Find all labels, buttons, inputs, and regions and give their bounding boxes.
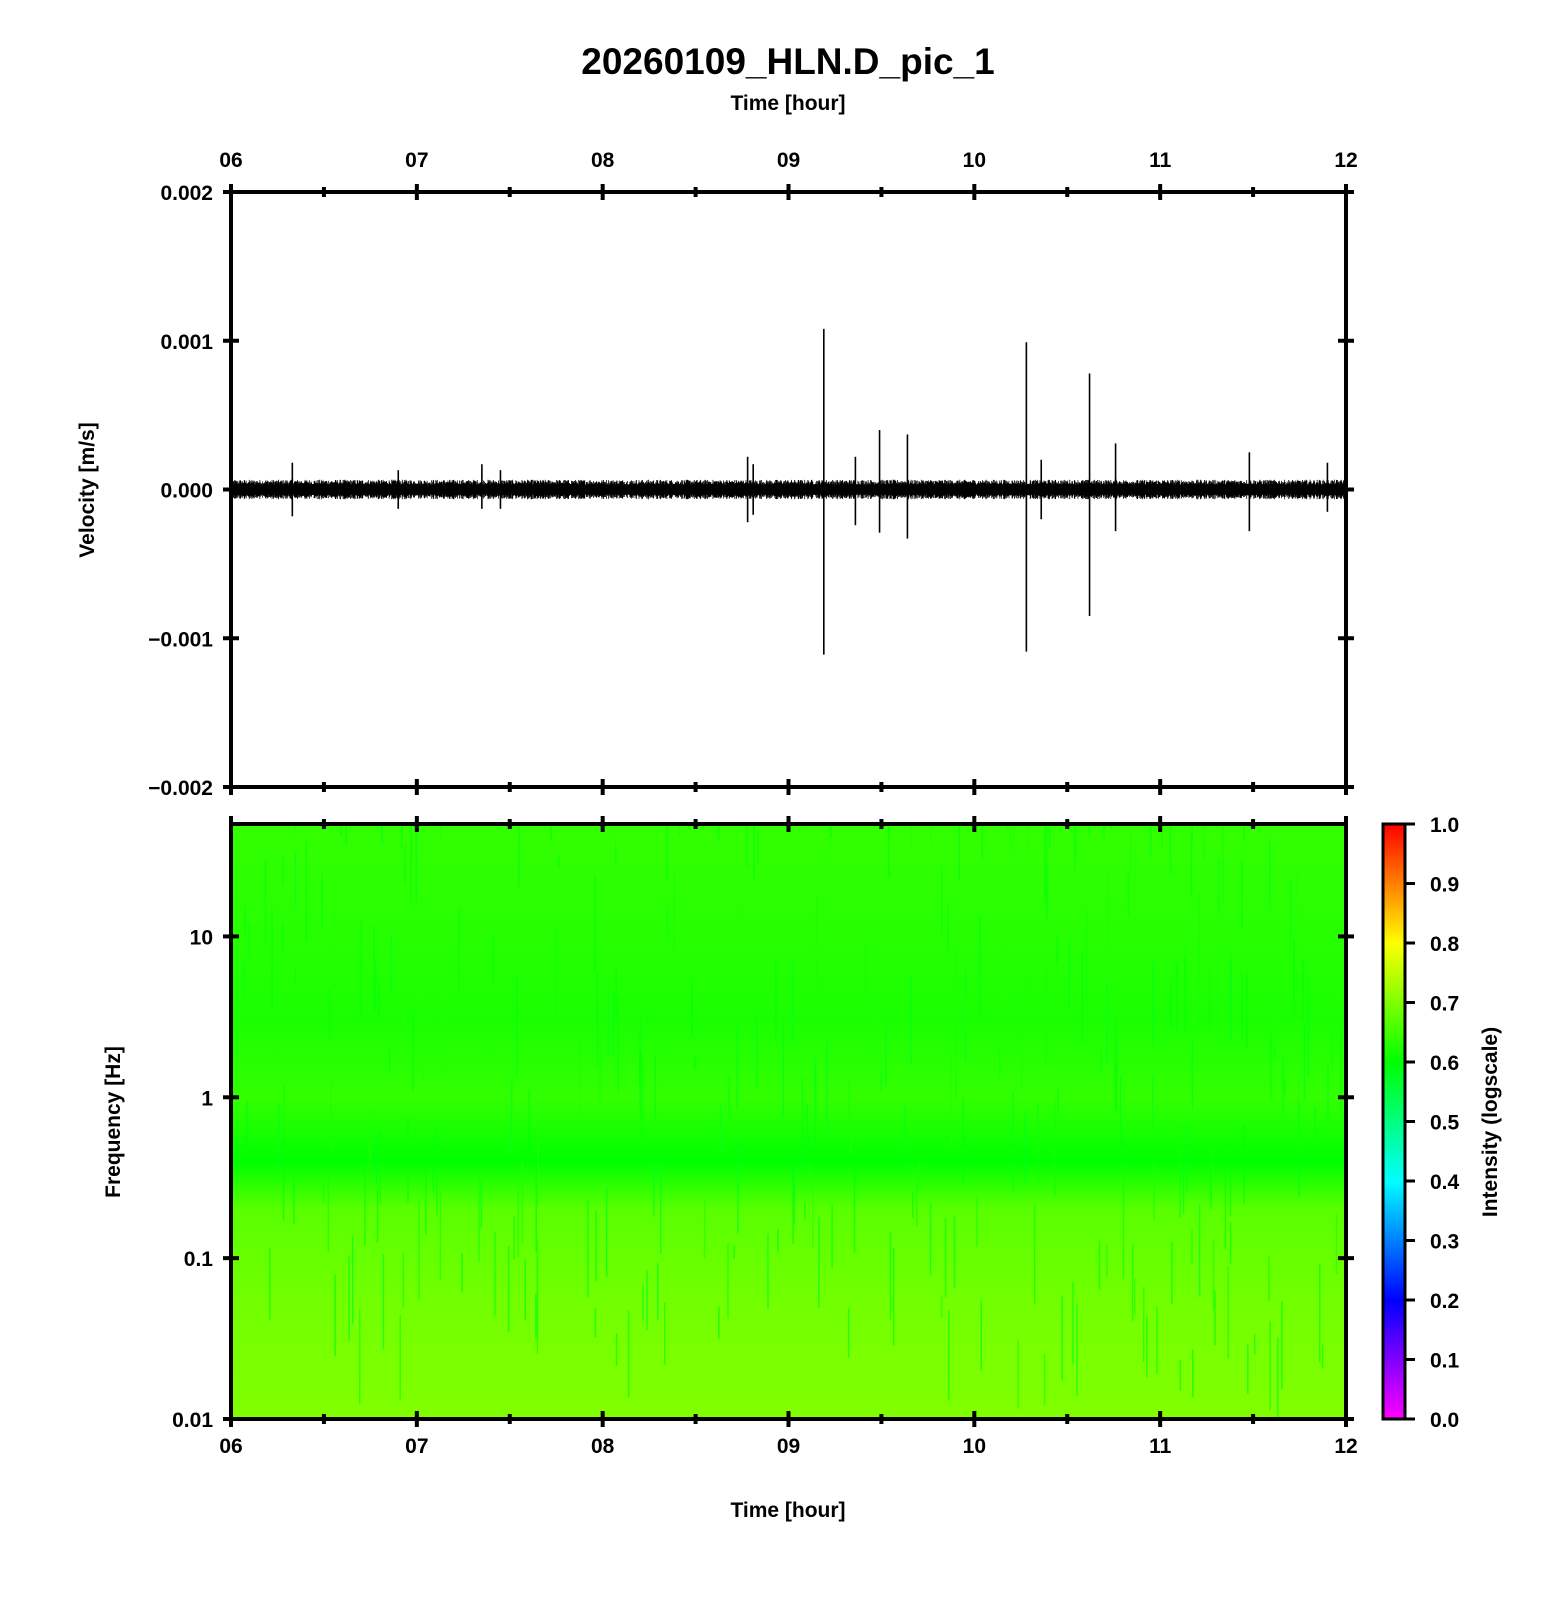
- colorbar-ticks: 1.0 0.9 0.8 0.7 0.6 0.5 0.4 0.3 0.2 0.1 0.0: [1405, 814, 1460, 1432]
- velocity-x-tick-label: 12: [1334, 149, 1357, 172]
- bottom-x-axis-title: Time [hour]: [730, 1499, 845, 1522]
- velocity-y-tick-label: −0.001: [148, 628, 213, 651]
- velocity-y-tick-label: 0.000: [160, 480, 213, 503]
- colorbar-tick-label: 0.6: [1430, 1052, 1459, 1075]
- spectrogram-y-tick-label: 0.1: [184, 1248, 214, 1271]
- colorbar-tick-label: 1.0: [1430, 814, 1459, 837]
- velocity-x-tick-label: 11: [1149, 149, 1172, 172]
- velocity-y-tick-label: 0.001: [160, 331, 213, 354]
- colorbar-tick-label: 0.7: [1430, 993, 1459, 1016]
- velocity-noise-band: [231, 479, 1346, 500]
- velocity-panel: 06 07 08 09 10 11 12 0.002 0.001 0.000 −0.001 −0.0…: [76, 149, 1358, 800]
- velocity-x-tick-label: 09: [777, 149, 800, 172]
- colorbar-tick-label: 0.1: [1430, 1350, 1460, 1373]
- spectrogram-y-tick-label: 1: [201, 1087, 213, 1110]
- colorbar-tick-label: 0.9: [1430, 874, 1459, 897]
- colorbar-tick-label: 0.0: [1430, 1409, 1459, 1432]
- spectrogram-y-tick-label: 0.01: [172, 1409, 213, 1432]
- velocity-y-axis-title: Velocity [m/s]: [76, 422, 99, 557]
- colorbar-tick-label: 0.2: [1430, 1290, 1459, 1313]
- spectrogram-y-axis-title: Frequency [Hz]: [102, 1046, 125, 1198]
- spectrogram-x-tick-label: 08: [591, 1435, 615, 1458]
- velocity-spikes: [291, 328, 1329, 655]
- chart-title: 20260109_HLN.D_pic_1: [581, 41, 994, 82]
- spectrogram-x-tick-label: 10: [963, 1435, 986, 1458]
- velocity-y-tick-label: −0.002: [148, 777, 213, 800]
- spectrogram-x-tick-label: 06: [219, 1435, 242, 1458]
- velocity-x-ticks: 06 07 08 09 10 11 12: [219, 149, 1358, 795]
- spectrogram-panel: 06 07 08 09 10 11 12 10 1 0.1 0.01 Frequency [Hz]…: [102, 816, 1358, 1522]
- spectrogram-x-tick-label: 09: [777, 1435, 800, 1458]
- velocity-x-tick-label: 08: [591, 149, 615, 172]
- velocity-x-tick-label: 06: [219, 149, 242, 172]
- colorbar-tick-label: 0.3: [1430, 1231, 1459, 1254]
- spectrogram-y-tick-label: 10: [190, 926, 213, 949]
- spectrogram-texture: [236, 825, 1342, 1418]
- velocity-x-tick-label: 10: [963, 149, 986, 172]
- velocity-y-ticks: 0.002 0.001 0.000 −0.001 −0.002: [148, 182, 1354, 800]
- spectrogram-y-ticks: 10 1 0.1 0.01: [172, 926, 1354, 1432]
- colorbar: 1.0 0.9 0.8 0.7 0.6 0.5 0.4 0.3 0.2 0.1 0.0 Intens…: [1381, 814, 1502, 1432]
- spectrogram-x-tick-label: 12: [1334, 1435, 1357, 1458]
- colorbar-title: Intensity (logscale): [1479, 1027, 1502, 1217]
- velocity-y-tick-label: 0.002: [160, 182, 213, 205]
- colorbar-fill: [1381, 822, 1407, 1421]
- spectrogram-image: [231, 825, 1346, 1418]
- spectrogram-x-tick-label: 11: [1149, 1435, 1172, 1458]
- colorbar-tick-label: 0.4: [1430, 1171, 1460, 1194]
- velocity-x-tick-label: 07: [405, 149, 428, 172]
- colorbar-tick-label: 0.8: [1430, 933, 1460, 956]
- spectrogram-x-ticks: 06 07 08 09 10 11 12: [219, 816, 1358, 1458]
- top-x-axis-title: Time [hour]: [730, 92, 845, 115]
- colorbar-tick-label: 0.5: [1430, 1112, 1460, 1135]
- spectrogram-x-tick-label: 07: [405, 1435, 428, 1458]
